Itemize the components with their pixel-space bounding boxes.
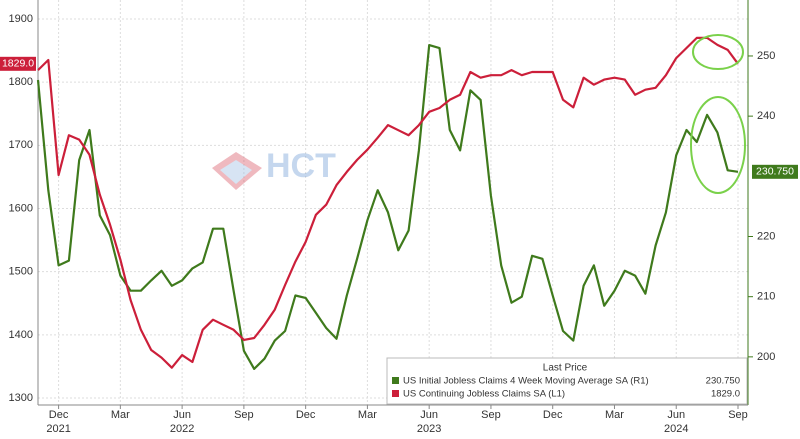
series-line bbox=[37, 36, 739, 369]
grid bbox=[38, 0, 748, 405]
x-tick-label: Mar bbox=[358, 409, 377, 421]
y-tick-label: 1900 bbox=[9, 13, 33, 25]
y-tick-label: 1300 bbox=[9, 392, 33, 404]
legend-box bbox=[386, 357, 748, 405]
x-tick-label: Jun bbox=[667, 409, 685, 421]
highlight-ellipse bbox=[690, 96, 746, 194]
x-tick-label: Sep bbox=[234, 409, 254, 421]
x-tick-label: Jun bbox=[420, 409, 438, 421]
legend-value: 230.750 bbox=[706, 376, 740, 387]
plot bbox=[36, 36, 739, 370]
x-tick-label: Sep bbox=[728, 409, 748, 421]
last-value-box bbox=[0, 56, 36, 71]
legend-label: US Continuing Jobless Claims SA (L1) bbox=[403, 389, 565, 400]
y-tick-label: 1500 bbox=[9, 266, 33, 278]
last-value-label: 1829.0 bbox=[2, 58, 34, 70]
legend-label: US Initial Jobless Claims 4 Week Moving … bbox=[403, 376, 649, 387]
y-tick-label: 1600 bbox=[9, 202, 33, 214]
x-tick-label: Mar bbox=[605, 409, 624, 421]
legend: Last Price US Initial Jobless Claims 4 W… bbox=[386, 357, 748, 405]
watermark-logo: HCT bbox=[212, 147, 336, 190]
x-year-label: 2021 bbox=[46, 423, 70, 435]
legend-title: Last Price bbox=[543, 363, 588, 374]
x-tick-label: Dec bbox=[543, 409, 563, 421]
x-tick-label: Dec bbox=[296, 409, 316, 421]
last-value-label: 230.750 bbox=[756, 166, 794, 178]
legend-swatch bbox=[392, 377, 399, 384]
x-tick-label: Mar bbox=[111, 409, 130, 421]
y-tick-label: 1700 bbox=[9, 139, 33, 151]
legend-value: 1829.0 bbox=[711, 389, 740, 400]
legend-swatch bbox=[392, 390, 399, 397]
logo-shape bbox=[220, 160, 252, 184]
y2-tick-label: 210 bbox=[757, 291, 775, 303]
x-tick-label: Sep bbox=[481, 409, 501, 421]
x-year-label: 2023 bbox=[417, 423, 441, 435]
y2-tick-label: 200 bbox=[757, 351, 775, 363]
y2-tick-label: 250 bbox=[757, 50, 775, 62]
x-tick-label: Jun bbox=[173, 409, 191, 421]
x-tick-label: Dec bbox=[49, 409, 69, 421]
watermark: HCT bbox=[266, 147, 336, 185]
highlight-ellipse bbox=[692, 34, 744, 70]
y2-tick-label: 240 bbox=[757, 110, 775, 122]
y-tick-label: 1800 bbox=[9, 76, 33, 88]
last-value-box bbox=[752, 164, 798, 179]
y-tick-label: 1400 bbox=[9, 329, 33, 341]
logo-shape bbox=[212, 152, 262, 190]
series-line bbox=[36, 44, 739, 370]
x-year-label: 2022 bbox=[170, 423, 194, 435]
x-year-label: 2024 bbox=[664, 423, 688, 435]
y2-tick-label: 220 bbox=[757, 230, 775, 242]
